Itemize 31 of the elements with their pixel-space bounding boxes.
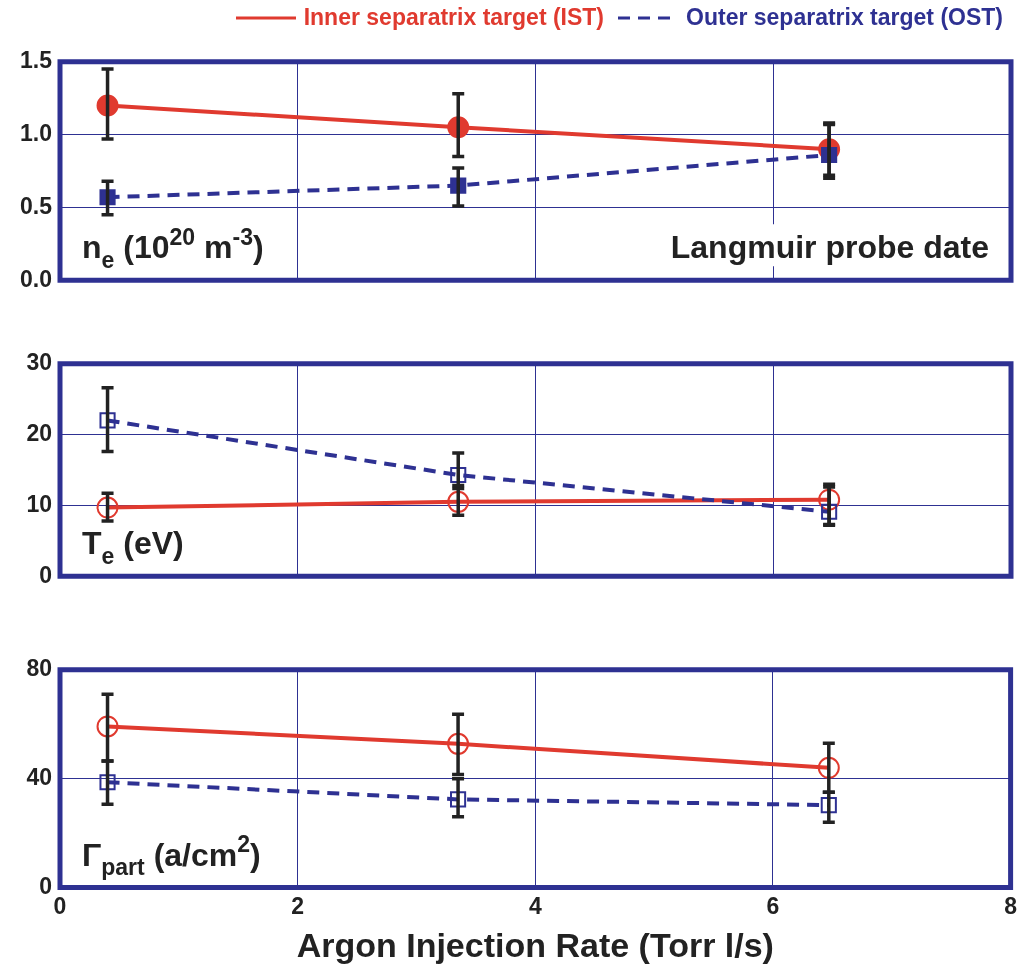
point [450, 466, 467, 484]
point [818, 488, 841, 511]
point [447, 490, 470, 513]
point [449, 791, 467, 808]
y-tick-label: 1.5 [20, 47, 53, 74]
x-tick-label: 6 [766, 892, 780, 919]
legend-label: Inner separatrix target (IST) [303, 4, 605, 31]
y-tick-label: 0.5 [20, 192, 53, 219]
point [99, 774, 116, 791]
point [817, 756, 840, 779]
point [96, 715, 119, 738]
point [447, 732, 470, 755]
x-tick-label: 8 [1004, 892, 1018, 919]
point [821, 503, 838, 520]
y-tick-label: 1.0 [20, 119, 52, 146]
point [99, 412, 116, 429]
y-tick-label: 80 [26, 655, 52, 682]
legend-label: Outer separatrix target (OST) [686, 4, 1003, 31]
y-tick-label: 40 [26, 764, 52, 791]
y-tick-label: 10 [26, 490, 52, 517]
x-tick-label: 2 [291, 892, 305, 919]
x-tick-label: 4 [528, 892, 542, 919]
point [96, 496, 119, 519]
y-tick-label: 0 [39, 872, 52, 899]
y-tick-label: 30 [26, 349, 52, 376]
y-tick-label: 0 [39, 561, 52, 588]
annotation: Langmuir probe date [670, 229, 989, 266]
point [820, 797, 837, 814]
y-tick-label: 20 [26, 419, 52, 446]
x-axis-title: Argon Injection Rate (Torr l/s) [296, 925, 774, 964]
y-tick-label: 0.0 [20, 265, 52, 292]
